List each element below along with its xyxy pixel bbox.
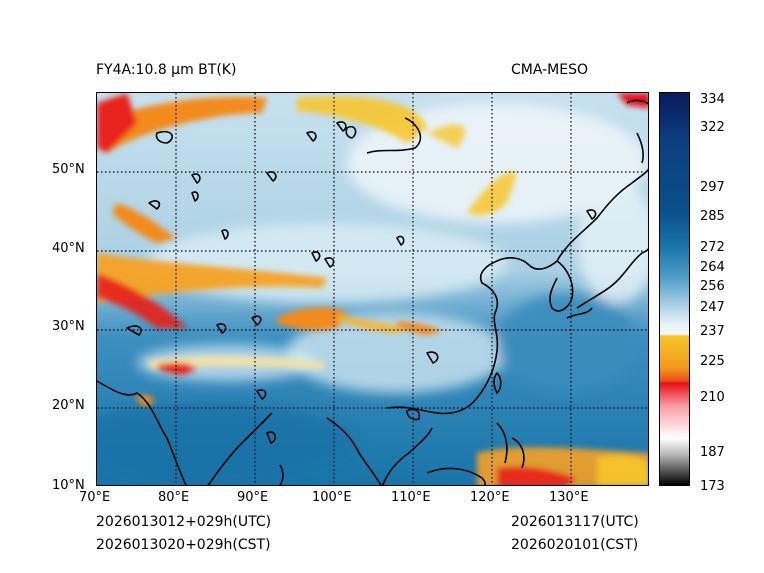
- colorbar-label-173: 173: [700, 479, 725, 494]
- model-title: CMA-MESO: [511, 62, 589, 78]
- map-canvas: [97, 93, 648, 485]
- colorbar-label-247: 247: [700, 300, 725, 315]
- lon-label-90: 90°E: [237, 490, 269, 505]
- lon-label-130: 130°E: [549, 490, 589, 505]
- lon-label-110: 110°E: [391, 490, 431, 505]
- convective-cloud: [97, 93, 648, 485]
- colorbar-label-225: 225: [700, 354, 725, 369]
- colorbar-label-237: 237: [700, 324, 725, 339]
- init-time-utc: 2026013012+029h(UTC): [96, 514, 272, 530]
- graticule: [97, 93, 648, 485]
- init-time-cst: 2026013020+029h(CST): [96, 537, 271, 553]
- satellite-map: [96, 92, 649, 486]
- colorbar-gradient: [660, 93, 689, 485]
- valid-time-utc: 2026013117(UTC): [511, 514, 639, 530]
- colorbar-label-285: 285: [700, 209, 725, 224]
- colorbar-label-256: 256: [700, 279, 725, 294]
- lon-label-80: 80°E: [158, 490, 190, 505]
- colorbar-label-297: 297: [700, 180, 725, 195]
- lat-label-20: 20°N: [52, 398, 85, 413]
- lon-label-70: 70°E: [79, 490, 111, 505]
- lat-label-40: 40°N: [52, 241, 85, 256]
- colorbar-label-272: 272: [700, 240, 725, 255]
- product-title: FY4A:10.8 µm BT(K): [96, 62, 237, 78]
- colorbar-label-264: 264: [700, 260, 725, 275]
- coastlines: [97, 99, 648, 485]
- lat-label-50: 50°N: [52, 162, 85, 177]
- lon-label-120: 120°E: [470, 490, 510, 505]
- colorbar-label-334: 334: [700, 92, 725, 107]
- colorbar-label-210: 210: [700, 390, 725, 405]
- colorbar-label-187: 187: [700, 445, 725, 460]
- colorbar-label-322: 322: [700, 120, 725, 135]
- lat-label-30: 30°N: [52, 319, 85, 334]
- valid-time-cst: 2026020101(CST): [511, 537, 639, 553]
- lon-label-100: 100°E: [312, 490, 352, 505]
- lat-label-10: 10°N: [52, 478, 85, 493]
- colorbar: [659, 92, 690, 486]
